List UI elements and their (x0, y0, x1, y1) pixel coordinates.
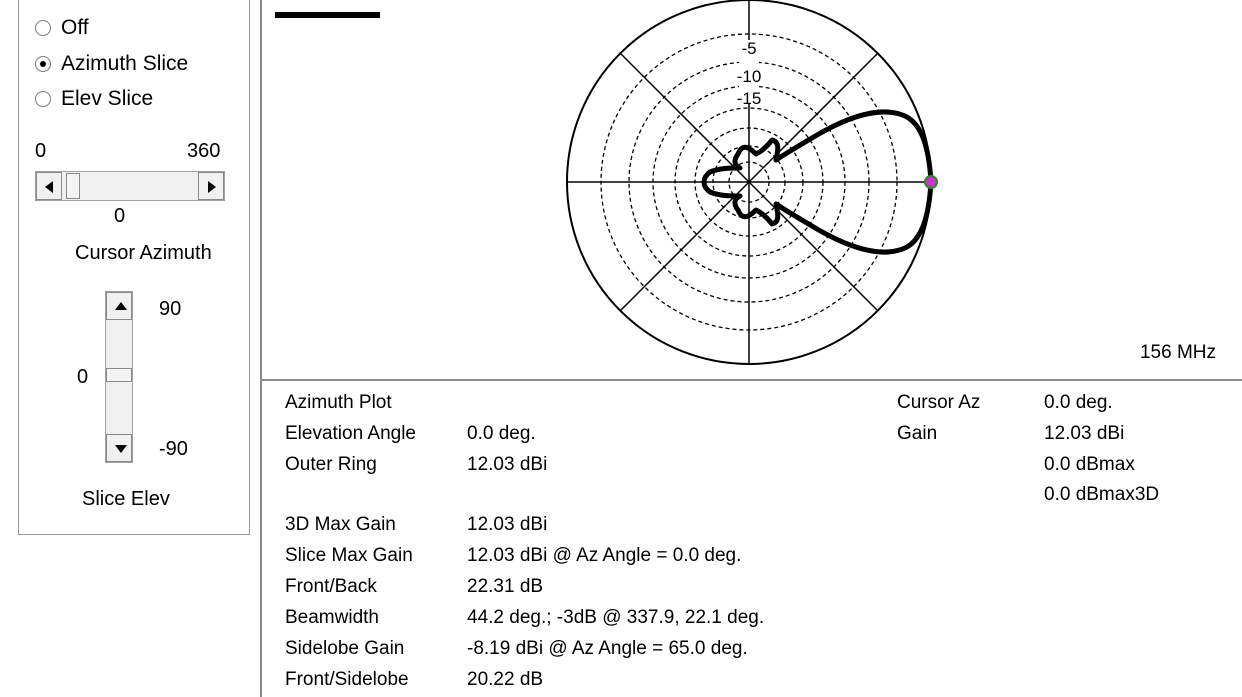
radio-off-label: Off (61, 16, 89, 39)
cursor-azimuth-label: Cursor Azimuth (75, 242, 212, 264)
cursor-gain-label: Gain (897, 423, 938, 444)
info-value: 44.2 deg.; -3dB @ 337.9, 22.1 deg. (467, 607, 765, 628)
elev-scroll-thumb[interactable] (106, 368, 132, 382)
cursor-dbmax-value: 0.0 dBmax (1044, 454, 1135, 475)
arrow-down-icon (115, 445, 127, 453)
info-value: 12.03 dBi @ Az Angle = 0.0 deg. (467, 545, 742, 566)
cursor-azimuth-scrollbar[interactable] (35, 171, 225, 201)
ring-label-15: -15 (737, 89, 762, 108)
info-label: Front/Back (285, 576, 377, 597)
info-label: Front/Sidelobe (285, 669, 409, 690)
scroll-down-button[interactable] (106, 434, 132, 462)
info-label: Slice Max Gain (285, 545, 413, 566)
info-value: 22.31 dB (467, 576, 544, 597)
cursor-az-label: Cursor Az (897, 392, 981, 413)
azimuth-value: 0 (114, 205, 126, 227)
radio-elev-slice[interactable]: Elev Slice (35, 84, 153, 114)
info-value: 20.22 dB (467, 669, 544, 690)
cursor-marker[interactable] (924, 175, 938, 189)
panel-divider-horizontal[interactable] (262, 379, 1242, 381)
scroll-right-button[interactable] (198, 172, 224, 200)
azimuth-scroll-thumb[interactable] (66, 173, 80, 199)
cursor-dbmax3d-value: 0.0 dBmax3D (1044, 484, 1160, 505)
polar-plot[interactable]: -5 -10 -15 (560, 0, 950, 375)
radio-off-circle[interactable] (35, 20, 51, 36)
info-label: Beamwidth (285, 607, 379, 628)
slice-elev-label: Slice Elev (82, 488, 170, 510)
azimuth-pattern-trace (701, 109, 934, 255)
radio-off[interactable]: Off (35, 13, 89, 43)
azimuth-min-label: 0 (35, 140, 47, 162)
panel-divider-vertical[interactable] (260, 0, 262, 697)
info-value: 12.03 dBi (467, 454, 548, 475)
arrow-right-icon (208, 181, 216, 193)
info-value: 12.03 dBi (467, 514, 548, 535)
ring-label-5: -5 (741, 39, 756, 58)
azimuth-max-label: 360 (187, 140, 221, 162)
info-label: Elevation Angle (285, 423, 416, 444)
cursor-az-value: 0.0 deg. (1044, 392, 1113, 413)
info-label: Outer Ring (285, 454, 377, 475)
plot-type-title: Azimuth Plot (285, 392, 392, 413)
elev-max-label: 90 (159, 298, 182, 320)
scroll-up-button[interactable] (106, 292, 132, 320)
info-label: 3D Max Gain (285, 514, 396, 535)
radio-azimuth-slice[interactable]: Azimuth Slice (35, 49, 188, 79)
slice-elev-scrollbar[interactable] (105, 291, 133, 463)
radio-azimuth-slice-circle[interactable] (35, 56, 51, 72)
axis-diagonal (619, 52, 879, 312)
ring-label-bg (739, 40, 759, 104)
info-label: Sidelobe Gain (285, 638, 405, 659)
frequency-label: 156 MHz (1139, 342, 1216, 363)
arrow-left-icon (45, 181, 53, 193)
elev-value-label: 0 (77, 366, 89, 388)
info-value: -8.19 dBi @ Az Angle = 65.0 deg. (467, 638, 748, 659)
arrow-up-icon (115, 302, 127, 310)
scroll-left-button[interactable] (36, 172, 62, 200)
cursor-gain-value: 12.03 dBi (1044, 423, 1125, 444)
info-value: 0.0 deg. (467, 423, 536, 444)
radio-azimuth-slice-label: Azimuth Slice (61, 52, 189, 75)
elev-min-label: -90 (159, 438, 188, 460)
radio-elev-slice-label: Elev Slice (61, 87, 154, 110)
slice-control-panel: Off Azimuth Slice Elev Slice 0 360 0 Cur… (18, 0, 250, 535)
radio-elev-slice-circle[interactable] (35, 91, 51, 107)
scale-bar (275, 12, 380, 18)
ring-label-10: -10 (737, 67, 762, 86)
